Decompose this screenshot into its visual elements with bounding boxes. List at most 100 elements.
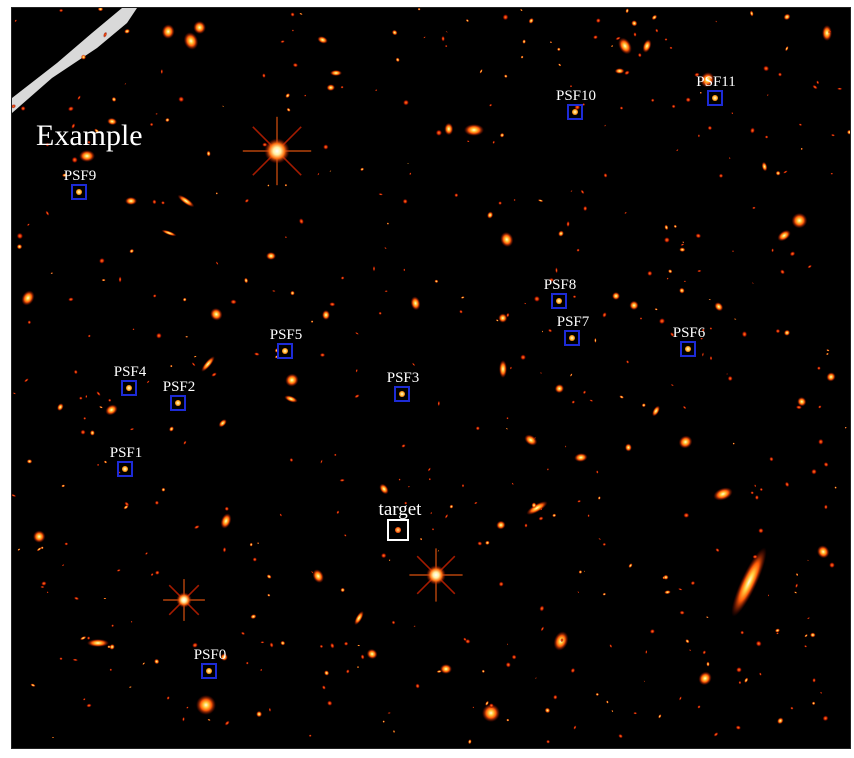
faint-source <box>269 642 274 648</box>
faint-source <box>86 703 92 708</box>
faint-source <box>697 705 701 709</box>
faint-source <box>387 712 391 714</box>
faint-source <box>152 199 157 205</box>
faint-source <box>124 28 131 34</box>
faint-source <box>64 542 69 546</box>
faint-source <box>767 93 769 97</box>
faint-source <box>733 318 737 320</box>
faint-source <box>511 654 517 660</box>
galaxy <box>713 487 733 501</box>
faint-source <box>193 525 200 530</box>
faint-source <box>268 707 272 712</box>
psf-source <box>122 466 128 472</box>
faint-source <box>319 644 324 649</box>
faint-source <box>165 117 170 123</box>
faint-source <box>472 706 475 709</box>
psf-box-0 <box>201 663 217 679</box>
faint-source <box>597 496 601 500</box>
faint-source <box>431 528 435 531</box>
faint-source <box>740 630 745 635</box>
faint-source <box>498 581 504 587</box>
faint-source <box>249 542 253 547</box>
faint-source <box>210 307 223 321</box>
faint-source <box>538 516 544 521</box>
faint-source <box>354 394 360 399</box>
galaxy <box>618 37 632 55</box>
faint-source <box>284 183 288 187</box>
galaxy <box>79 150 95 162</box>
faint-source <box>785 45 789 52</box>
faint-source <box>103 31 108 38</box>
faint-source <box>463 637 467 642</box>
psf-source <box>399 391 405 397</box>
faint-source <box>690 580 696 586</box>
bright-star <box>409 548 463 602</box>
faint-source <box>240 631 246 636</box>
faint-source <box>449 504 454 509</box>
faint-source <box>324 670 330 676</box>
faint-source <box>679 247 686 253</box>
faint-source <box>260 641 265 644</box>
faint-source <box>378 193 384 196</box>
galaxy <box>642 39 652 53</box>
galaxy <box>284 395 298 403</box>
psf-label-7: PSF7 <box>556 314 590 330</box>
faint-source <box>417 8 421 11</box>
faint-source <box>343 534 347 537</box>
faint-source <box>97 8 104 12</box>
faint-source <box>343 641 349 646</box>
psf-source <box>572 109 578 115</box>
faint-source <box>488 703 494 709</box>
faint-source <box>714 302 724 312</box>
faint-source <box>292 62 299 68</box>
faint-source <box>437 400 441 407</box>
target-box <box>387 519 409 541</box>
faint-source <box>168 426 175 432</box>
faint-source <box>784 481 790 488</box>
faint-source <box>664 237 670 243</box>
faint-source <box>505 662 511 668</box>
faint-source <box>73 369 78 375</box>
faint-source <box>664 38 668 41</box>
faint-source <box>336 510 340 515</box>
faint-source <box>554 384 565 394</box>
faint-source <box>107 117 118 126</box>
faint-source <box>46 591 49 594</box>
faint-source <box>299 12 303 16</box>
faint-source <box>680 243 685 246</box>
faint-source <box>260 668 263 672</box>
faint-source <box>45 210 50 216</box>
faint-source <box>520 55 524 59</box>
faint-source <box>533 295 540 302</box>
psf-box-2 <box>170 395 186 411</box>
faint-source <box>154 500 160 505</box>
faint-source <box>244 277 249 284</box>
faint-source <box>560 638 564 643</box>
faint-source <box>79 636 87 641</box>
faint-source <box>685 639 690 644</box>
faint-source <box>155 332 162 339</box>
faint-source <box>379 483 389 495</box>
faint-source <box>479 68 483 74</box>
faint-source <box>749 10 754 17</box>
faint-source <box>435 129 443 136</box>
faint-source <box>467 739 472 745</box>
faint-source <box>118 276 122 283</box>
faint-source <box>549 41 553 44</box>
faint-source <box>619 395 624 399</box>
faint-source <box>30 683 36 687</box>
faint-source <box>193 20 206 35</box>
faint-source <box>79 396 83 400</box>
faint-source <box>67 106 74 112</box>
faint-source <box>771 248 774 253</box>
faint-source <box>795 405 802 410</box>
faint-source <box>570 190 573 192</box>
faint-source <box>285 93 291 99</box>
faint-source <box>496 520 506 530</box>
faint-source <box>152 294 157 298</box>
faint-source <box>86 636 91 640</box>
faint-source <box>68 297 74 302</box>
faint-source <box>504 74 508 79</box>
faint-source <box>649 628 655 634</box>
faint-source <box>658 714 662 719</box>
